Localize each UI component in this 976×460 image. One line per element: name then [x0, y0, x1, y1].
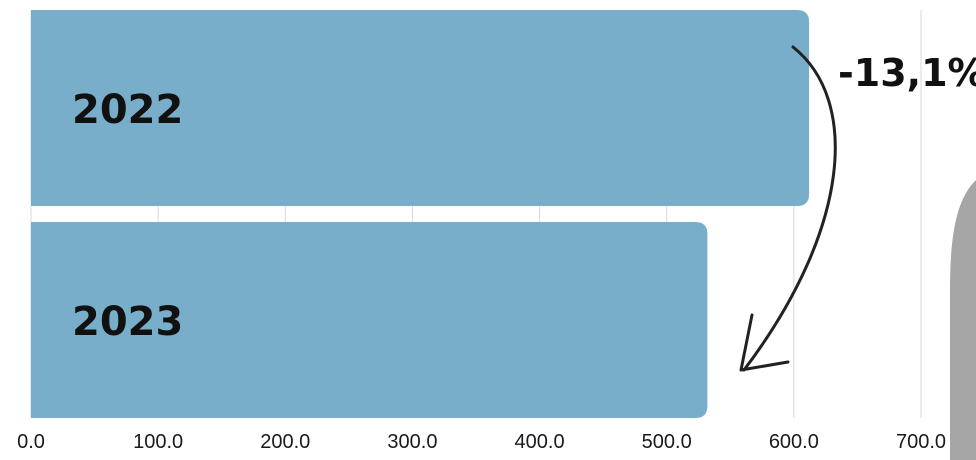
x-tick-label: 300.0	[387, 431, 437, 453]
change-arrow	[742, 45, 837, 372]
change-annotation: -13,1%	[838, 51, 976, 95]
category-label-2023: 2023	[72, 299, 183, 345]
x-tick-label: 600.0	[769, 431, 819, 453]
x-tick-label: 400.0	[515, 431, 565, 453]
decorative-shape	[950, 180, 976, 460]
bar-2023	[31, 222, 708, 418]
bar-2022	[31, 10, 810, 206]
x-tick-label: 200.0	[260, 431, 310, 453]
change-arrow-head	[739, 313, 790, 372]
x-tick-label: 500.0	[642, 431, 692, 453]
category-label-2022: 2022	[72, 87, 183, 133]
x-tick-label: 100.0	[133, 431, 183, 453]
x-tick-label: 0.0	[17, 431, 45, 453]
x-axis-ticks: 0.0 100.0 200.0 300.0 400.0 500.0 600.0 700.0	[17, 431, 946, 453]
x-tick-label: 700.0	[896, 431, 946, 453]
bars: 2022 2023	[31, 10, 810, 418]
